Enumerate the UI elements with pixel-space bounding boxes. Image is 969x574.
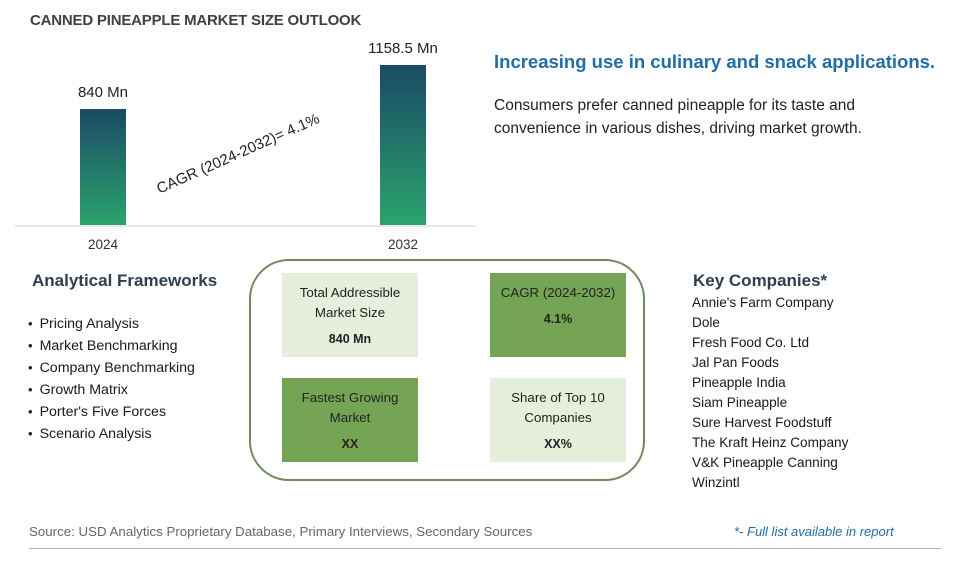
divider [29,548,941,549]
tam-box: Total Addressible Market Size 840 Mn [282,273,418,357]
summary-frame [249,259,645,481]
description: Consumers prefer canned pineapple for it… [494,97,862,137]
top10-share-value: XX% [544,437,572,451]
headline: Increasing use in culinary and snack app… [494,51,936,72]
list-item: Company Benchmarking [28,357,195,379]
list-item: Pineapple India [692,375,786,390]
market-size-chart: 840 Mn 2024 1158.5 Mn 2032 CAGR (2024-2032)… [15,40,476,252]
list-item: V&K Pineapple Canning [692,455,838,470]
top10-share-label: Share of Top 10 Companies [511,390,605,425]
cagr-box: CAGR (2024-2032) 4.1% [490,273,626,357]
bar-2032 [380,65,426,225]
fastest-market-label: Fastest Growing Market [301,390,399,425]
list-item: The Kraft Heinz Company [692,435,849,450]
list-item: Fresh Food Co. Ltd [692,335,810,350]
x-tick-label-2024: 2024 [88,237,119,252]
footnote: *- Full list available in report [734,524,894,539]
frameworks-list: Pricing Analysis Market Benchmarking Com… [28,313,195,445]
list-item: Porter's Five Forces [28,401,195,423]
cagr-annotation: CAGR (2024-2032)= 4.1% [154,110,322,197]
list-item: Sure Harvest Foodstuff [692,415,832,430]
list-item: Scenario Analysis [28,423,195,445]
frameworks-title: Analytical Frameworks [32,271,218,290]
fastest-market-box: Fastest Growing Market XX [282,378,418,462]
data-label-2024: 840 Mn [78,84,128,101]
list-item: Winzintl [692,475,740,490]
list-item: Jal Pan Foods [692,355,779,370]
source-note: Source: USD Analytics Proprietary Databa… [29,524,533,539]
bar-2024 [80,108,126,225]
list-item: Market Benchmarking [28,335,195,357]
list-item: Annie's Farm Company [692,295,834,310]
tam-value: 840 Mn [328,332,372,346]
fastest-market-value: XX [341,437,359,451]
cagr-value: 4.1% [543,312,573,326]
list-item: Siam Pineapple [692,395,788,410]
page-title: CANNED PINEAPPLE MARKET SIZE OUTLOOK [30,12,362,29]
list-item: Pricing Analysis [28,313,195,335]
top10-share-box: Share of Top 10 Companies XX% [490,378,626,462]
key-companies-title: Key Companies* [693,271,828,290]
list-item: Dole [692,315,720,330]
cagr-label: CAGR (2024-2032) [500,285,616,300]
list-item: Growth Matrix [28,379,195,401]
data-label-2032: 1158.5 Mn [368,40,438,57]
key-companies-list: Annie's Farm Company Dole Fresh Food Co.… [692,293,848,493]
tam-label: Total Addressible Market Size [299,285,401,320]
x-tick-label-2032: 2032 [388,237,418,252]
